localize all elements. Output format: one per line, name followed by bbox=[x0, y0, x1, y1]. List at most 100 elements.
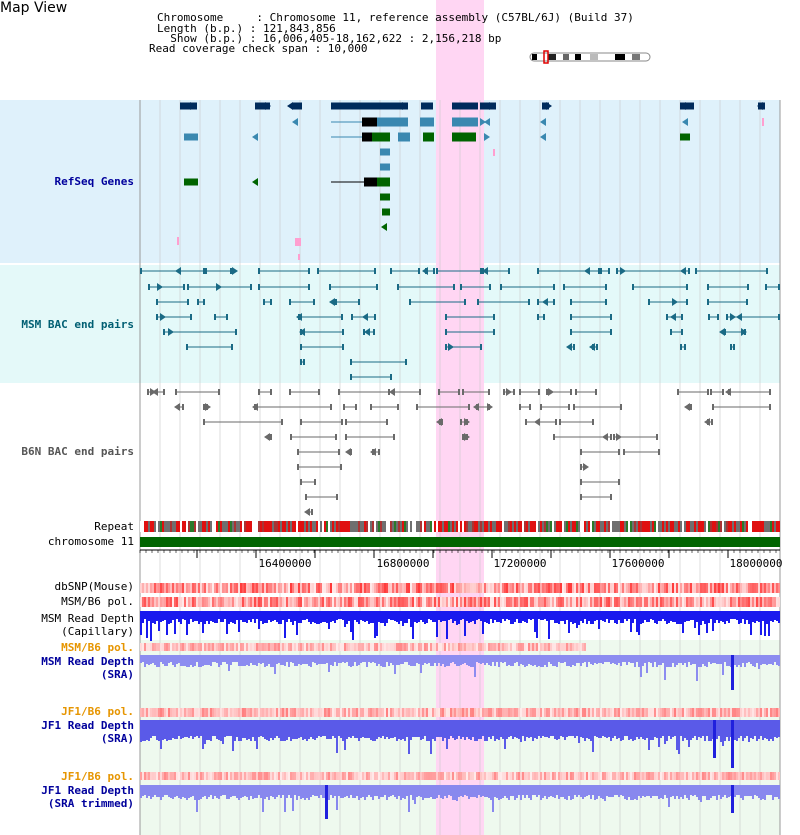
heat-segment bbox=[318, 708, 320, 717]
read-depth-bar bbox=[508, 655, 510, 665]
read-depth-bar bbox=[610, 611, 612, 620]
read-depth-bar bbox=[616, 655, 618, 665]
read-depth-bar bbox=[758, 785, 760, 798]
read-depth-bar bbox=[690, 785, 692, 795]
read-depth-bar bbox=[550, 655, 552, 664]
repeat-segment bbox=[522, 521, 524, 532]
read-depth-bar bbox=[258, 720, 260, 737]
heat-segment bbox=[554, 772, 556, 780]
read-depth-bar bbox=[760, 785, 762, 800]
heat-segment bbox=[176, 643, 178, 651]
heat-segment bbox=[596, 708, 598, 717]
read-depth-bar bbox=[424, 655, 426, 663]
strand-arrow bbox=[252, 178, 258, 186]
read-depth-bar bbox=[752, 785, 754, 799]
read-depth-bar bbox=[354, 611, 356, 620]
read-depth-bar bbox=[224, 655, 226, 662]
heat-segment bbox=[334, 583, 336, 593]
read-depth-bar bbox=[606, 720, 608, 738]
heat-segment bbox=[490, 583, 492, 593]
heat-segment bbox=[664, 597, 666, 607]
read-depth-bar bbox=[660, 720, 662, 738]
heat-segment bbox=[262, 708, 264, 717]
strand-arrow bbox=[216, 283, 222, 291]
msm-bac-label[interactable]: MSM BAC end pairs bbox=[21, 318, 134, 331]
read-depth-bar bbox=[344, 655, 346, 663]
msm-read-depth-sra-label[interactable]: MSM Read Depth bbox=[41, 655, 134, 668]
heat-segment bbox=[678, 772, 680, 780]
repeat-segment bbox=[502, 521, 504, 532]
heat-segment bbox=[158, 772, 160, 780]
jf1-b6-pol-label[interactable]: JF1/B6 pol. bbox=[61, 705, 134, 718]
bac-end bbox=[618, 449, 620, 455]
heat-segment bbox=[476, 597, 478, 607]
read-depth-bar bbox=[630, 785, 632, 800]
heat-segment bbox=[392, 643, 394, 651]
msm-b6-pol-sra-label[interactable]: MSM/B6 pol. bbox=[61, 641, 134, 654]
heat-segment bbox=[442, 597, 444, 607]
repeat-segment bbox=[402, 521, 404, 532]
read-depth-bar bbox=[162, 720, 164, 740]
read-depth-bar bbox=[774, 720, 776, 737]
read-depth-bar bbox=[400, 785, 402, 800]
heat-segment bbox=[346, 583, 348, 593]
refseq-genes-label[interactable]: RefSeq Genes bbox=[54, 175, 134, 188]
read-depth-bar bbox=[622, 611, 624, 623]
dbsnp-label[interactable]: dbSNP(Mouse) bbox=[54, 580, 134, 593]
heat-segment bbox=[500, 643, 502, 651]
read-depth-bar bbox=[364, 720, 366, 738]
repeat-segment bbox=[224, 521, 226, 532]
heat-segment bbox=[468, 772, 470, 780]
read-depth-bar bbox=[456, 611, 458, 625]
heat-segment bbox=[600, 583, 602, 593]
heat-segment bbox=[382, 772, 384, 780]
strand-arrow bbox=[704, 418, 710, 426]
read-depth-bar bbox=[500, 611, 502, 623]
jf1-read-depth-trim-sub: (SRA trimmed) bbox=[47, 797, 134, 810]
read-depth-bar bbox=[578, 655, 580, 663]
heat-segment bbox=[372, 643, 374, 651]
bac-end bbox=[163, 389, 165, 395]
read-depth-bar bbox=[454, 655, 456, 664]
read-depth-bar bbox=[658, 655, 660, 665]
heat-segment bbox=[174, 643, 176, 651]
jf1-read-depth-sra-label[interactable]: JF1 Read Depth bbox=[41, 719, 134, 732]
b6n-bac-label[interactable]: B6N BAC end pairs bbox=[21, 445, 134, 458]
heat-segment bbox=[560, 583, 562, 593]
read-depth-bar bbox=[446, 720, 448, 749]
heat-segment bbox=[264, 643, 266, 651]
heat-segment bbox=[750, 583, 752, 593]
heat-segment bbox=[614, 583, 616, 593]
read-depth-bar bbox=[726, 655, 728, 666]
heat-segment bbox=[684, 708, 686, 717]
read-depth-bar bbox=[526, 655, 528, 666]
read-depth-bar bbox=[326, 611, 328, 623]
read-depth-bar bbox=[254, 785, 256, 798]
read-depth-bar bbox=[762, 785, 764, 799]
read-depth-bar bbox=[338, 611, 340, 619]
jf1-b6-pol-trim-label[interactable]: JF1/B6 pol. bbox=[61, 770, 134, 783]
read-depth-bar bbox=[318, 611, 320, 624]
read-depth-bar bbox=[146, 785, 148, 798]
jf1-read-depth-trim-label[interactable]: JF1 Read Depth bbox=[41, 784, 134, 797]
bac-end bbox=[197, 299, 199, 305]
repeat-segment bbox=[632, 521, 634, 532]
repeat-segment bbox=[530, 521, 532, 532]
read-depth-bar bbox=[172, 785, 174, 799]
read-depth-bar bbox=[314, 720, 316, 740]
read-depth-bar bbox=[266, 611, 268, 623]
strand-arrow bbox=[589, 343, 595, 351]
heat-segment bbox=[374, 708, 376, 717]
heat-segment bbox=[366, 597, 368, 607]
heat-segment bbox=[282, 708, 284, 717]
msm-read-depth-cap-label[interactable]: MSM Read Depth bbox=[41, 612, 134, 625]
heat-segment bbox=[676, 708, 678, 717]
msm-b6-pol-label[interactable]: MSM/B6 pol. bbox=[61, 595, 134, 608]
repeat-segment bbox=[414, 521, 416, 532]
heat-segment bbox=[278, 583, 280, 593]
heat-segment bbox=[460, 597, 462, 607]
heat-segment bbox=[476, 708, 478, 717]
heat-segment bbox=[382, 597, 384, 607]
bac-end bbox=[766, 268, 768, 274]
